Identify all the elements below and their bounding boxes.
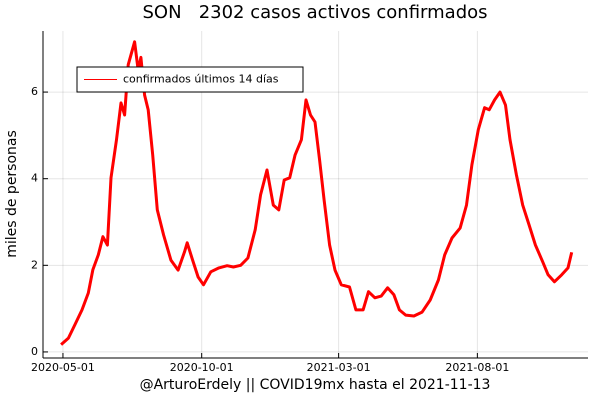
data-line [60,40,574,346]
legend-label: confirmados últimos 14 días [123,73,279,86]
chart-title: SON 2302 casos activos confirmados [142,2,487,23]
x-tick-label: 2021-03-01 [307,361,371,374]
x-tick-label: 2020-05-01 [31,361,95,374]
y-tick-label: 0 [31,345,38,358]
x-tick-label: 2020-10-01 [170,361,234,374]
y-axis-label: miles de personas [4,130,20,258]
y-tick-label: 4 [31,172,38,185]
x-tick-label: 2021-08-01 [445,361,509,374]
y-tick-label: 2 [31,258,38,271]
y-tick-label: 6 [31,85,38,98]
x-axis-label: @ArturoErdely || COVID19mx hasta el 2021… [140,377,491,393]
